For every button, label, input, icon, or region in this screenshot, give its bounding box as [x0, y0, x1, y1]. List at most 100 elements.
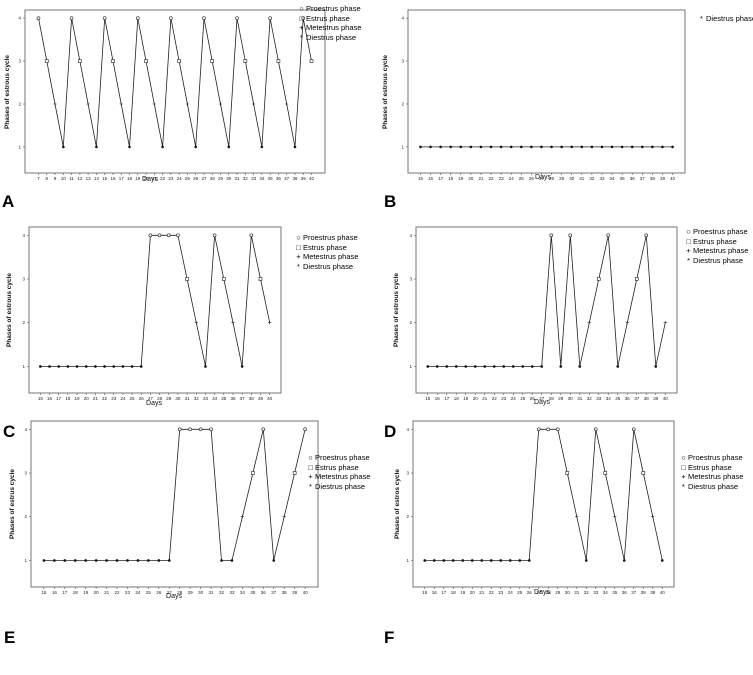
legend: ○ Proestrus phase □ Estrus phase + Metestrus … — [297, 4, 361, 42]
x-tick-label: 20 — [470, 590, 476, 595]
data-point — [499, 559, 503, 562]
legend-entry: * Diestrus phase — [294, 262, 358, 272]
x-tick-label: 39 — [650, 590, 656, 595]
data-point — [590, 145, 594, 149]
plot-frame — [28, 226, 282, 394]
panel-letter: F — [384, 628, 395, 647]
data-point — [502, 365, 506, 368]
x-tick-label: 24 — [177, 176, 183, 181]
x-tick-label: 18 — [454, 396, 460, 401]
x-tick-label: 34 — [240, 590, 246, 595]
x-tick-label: 16 — [52, 590, 58, 595]
legend-label: Estrus phase — [688, 462, 732, 472]
x-tick-label: 21 — [152, 176, 158, 181]
data-point — [613, 515, 617, 519]
x-tick-label: 34 — [259, 176, 265, 181]
x-tick-label: 19 — [460, 590, 466, 595]
data-point — [119, 102, 123, 106]
data-point — [473, 365, 477, 368]
legend-entry: + Metestrus phase — [684, 246, 748, 256]
legend-symbol: * — [682, 481, 685, 491]
x-tick-label: 34 — [610, 176, 616, 181]
series-line — [427, 235, 666, 367]
legend-symbol: ○ — [299, 4, 304, 13]
x-tick-label: 29 — [555, 590, 561, 595]
x-tick-label: 30 — [565, 590, 571, 595]
x-tick-label: 37 — [634, 396, 640, 401]
data-point — [230, 559, 234, 562]
data-point — [102, 16, 107, 20]
y-tick-label: 1 — [24, 558, 27, 563]
y-tick-label: 2 — [409, 320, 412, 325]
legend-symbol: ○ — [296, 233, 301, 242]
x-tick-label: 15 — [418, 176, 424, 181]
x-tick-label: 26 — [529, 176, 535, 181]
x-tick-label: 34 — [212, 396, 218, 401]
data-point — [62, 145, 65, 149]
x-tick-label: 29 — [166, 396, 172, 401]
x-tick-label: 36 — [625, 396, 631, 401]
x-tick-label: 22 — [492, 396, 498, 401]
series-line — [424, 428, 663, 561]
y-tick-label: 4 — [18, 16, 21, 21]
x-tick-label: 27 — [539, 396, 545, 401]
x-tick-label: 35 — [620, 176, 626, 181]
x-tick-label: 40 — [309, 176, 315, 181]
legend-label: Diestrus phase — [706, 14, 753, 23]
data-point — [176, 233, 180, 238]
x-tick-label: 17 — [444, 396, 450, 401]
legend-label: Estrus phase — [306, 13, 350, 23]
data-point — [620, 145, 624, 149]
x-tick-label: 24 — [508, 590, 514, 595]
data-point — [53, 102, 57, 106]
y-tick-label: 1 — [18, 144, 21, 149]
x-tick-label: 18 — [127, 176, 133, 181]
data-point — [651, 515, 655, 519]
y-axis-label: Phases of estrous cycle — [4, 55, 11, 129]
data-point — [198, 427, 203, 432]
data-point — [135, 16, 140, 20]
legend-label: Metestrus phase — [688, 472, 744, 481]
x-tick-label: 28 — [177, 590, 183, 595]
data-point — [518, 559, 522, 562]
x-tick-label: 10 — [61, 176, 67, 181]
data-point — [166, 233, 171, 238]
x-tick-label: 33 — [593, 590, 599, 595]
x-tick-label: 12 — [77, 176, 83, 181]
x-tick-label: 25 — [520, 396, 526, 401]
data-point — [66, 365, 70, 368]
y-tick-label: 2 — [24, 514, 27, 519]
x-tick-label: 31 — [235, 176, 241, 181]
x-tick-label: 15 — [425, 396, 431, 401]
data-point — [243, 59, 248, 63]
x-tick-label: 36 — [276, 176, 282, 181]
x-tick-label: 33 — [596, 396, 602, 401]
data-point — [221, 277, 226, 281]
panel-letter: A — [2, 192, 15, 211]
legend-label: Estrus phase — [693, 236, 737, 246]
legend-entry: □ Estrus phase — [297, 14, 361, 24]
data-point — [86, 102, 90, 106]
data-point — [499, 145, 503, 149]
data-point — [432, 559, 436, 562]
x-tick-label: 38 — [644, 396, 650, 401]
x-tick-label: 33 — [229, 590, 235, 595]
x-tick-label: 15 — [422, 590, 428, 595]
legend-symbol: * — [300, 32, 303, 42]
x-tick-label: 19 — [135, 176, 141, 181]
x-tick-label: 35 — [612, 590, 618, 595]
x-tick-label: 37 — [271, 590, 277, 595]
data-point — [509, 145, 513, 149]
data-point — [610, 145, 614, 149]
y-tick-label: 2 — [406, 514, 409, 519]
plot-frame — [30, 420, 319, 588]
y-tick-label: 3 — [406, 471, 409, 476]
y-tick-label: 2 — [401, 101, 404, 106]
x-axis-label: Days — [534, 399, 550, 406]
legend-label: Proestrus phase — [688, 453, 743, 462]
data-point — [442, 559, 446, 562]
data-point — [36, 16, 41, 20]
x-tick-label: 35 — [221, 396, 227, 401]
data-point — [508, 559, 512, 562]
data-point — [42, 559, 46, 562]
